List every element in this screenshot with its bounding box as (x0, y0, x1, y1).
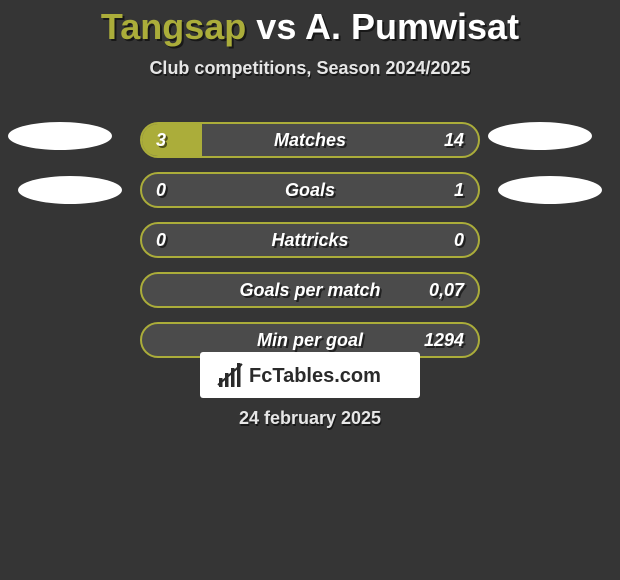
player1-name: Tangsap (101, 6, 246, 47)
subtitle: Club competitions, Season 2024/2025 (0, 58, 620, 79)
stat-label: Goals per match (142, 274, 478, 306)
stat-row: 00Hattricks (140, 222, 480, 258)
logo-text: FcTables.com (249, 365, 381, 387)
vs-text: vs (256, 6, 296, 47)
page-title: Tangsap vs A. Pumwisat (0, 0, 620, 48)
club-badge (18, 176, 122, 204)
club-badge (498, 176, 602, 204)
stat-row: 0,07Goals per match (140, 272, 480, 308)
club-badge (8, 122, 112, 150)
player2-name: A. Pumwisat (305, 6, 519, 47)
footer-date: 24 february 2025 (0, 408, 620, 429)
club-badge (488, 122, 592, 150)
stat-row: 314Matches (140, 122, 480, 158)
stat-label: Matches (142, 124, 478, 156)
stat-label: Hattricks (142, 224, 478, 256)
stat-label: Goals (142, 174, 478, 206)
stat-row: 01Goals (140, 172, 480, 208)
stats-container: 314Matches 01Goals 00Hattricks 0,07Goals pe… (140, 122, 480, 372)
fctables-logo: FcTables.com (200, 352, 420, 398)
